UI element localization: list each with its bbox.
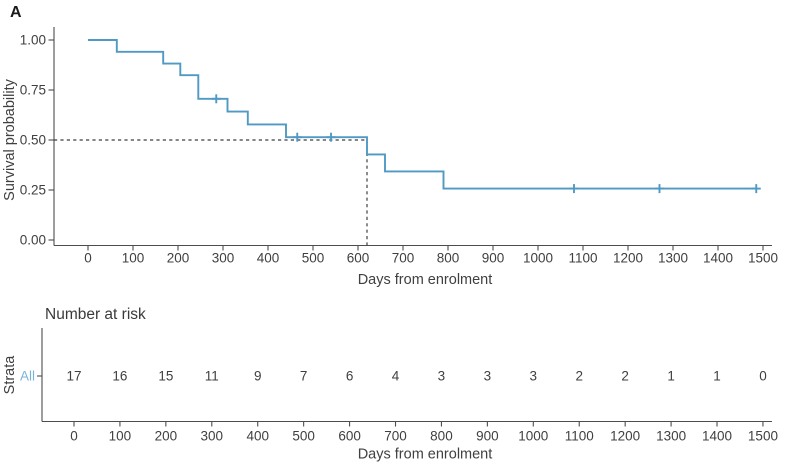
risk-x-tick-label: 1300 (656, 429, 686, 444)
x-tick-label: 100 (122, 251, 145, 266)
risk-x-tick-label: 500 (292, 429, 315, 444)
censor-mark (211, 94, 221, 104)
risk-value: 17 (66, 369, 81, 384)
risk-value: 3 (530, 369, 538, 384)
risk-value: 2 (621, 369, 629, 384)
risk-x-tick-label: 1100 (565, 429, 594, 444)
x-tick-label: 1300 (658, 251, 688, 266)
x-tick-label: 1200 (613, 251, 643, 266)
risk-x-tick-label: 300 (201, 429, 224, 444)
y-tick-label: 0.50 (20, 133, 46, 148)
risk-x-tick-label: 1200 (610, 429, 640, 444)
censor-mark (655, 184, 664, 194)
risk-value: 3 (438, 369, 446, 384)
risk-x-tick-label: 1500 (748, 429, 778, 444)
x-tick-label: 1000 (523, 251, 553, 266)
risk-x-axis-title: Days from enrolment (358, 447, 493, 463)
risk-value: 6 (346, 369, 354, 384)
x-tick-label: 200 (167, 251, 190, 266)
risk-value: 16 (112, 369, 127, 384)
risk-value: 9 (254, 369, 262, 384)
risk-value: 1 (667, 369, 675, 384)
risk-value: 11 (205, 369, 219, 384)
risk-x-tick-label: 400 (246, 429, 269, 444)
x-tick-label: 600 (347, 251, 370, 266)
x-tick-label: 300 (212, 251, 235, 266)
risk-x-tick-label: 600 (338, 429, 361, 444)
x-tick-label: 400 (257, 251, 280, 266)
risk-table-title: Number at risk (45, 306, 146, 323)
x-tick-label: 900 (482, 251, 505, 266)
strata-axis-title: Strata (2, 355, 18, 395)
risk-x-tick-label: 700 (384, 429, 407, 444)
survival-plot: Survival probability Days from enrolment… (2, 27, 778, 288)
risk-table-plot: Number at risk Strata All Days from enro… (2, 306, 778, 463)
risk-x-tick-label: 800 (430, 429, 453, 444)
y-tick-label: 1.00 (20, 33, 46, 48)
strata-row-label: All (20, 369, 35, 384)
censor-mark (569, 184, 579, 194)
risk-value: 2 (575, 369, 583, 384)
y-tick-label: 0.00 (20, 233, 46, 248)
risk-x-tick-label: 100 (109, 429, 132, 444)
y-tick-label: 0.75 (20, 83, 46, 98)
risk-x-tick-label: 0 (70, 429, 78, 444)
panel-a-label: A (10, 4, 22, 21)
risk-value: 3 (484, 369, 492, 384)
x-axis-title: Days from enrolment (358, 272, 493, 288)
risk-value: 1 (713, 369, 721, 384)
censor-mark (751, 184, 761, 194)
censor-mark (326, 132, 336, 142)
survival-curve (88, 39, 757, 190)
y-axis-title: Survival probability (2, 78, 18, 200)
risk-x-tick-label: 200 (155, 429, 178, 444)
risk-value: 15 (158, 369, 173, 384)
risk-x-tick-label: 1000 (518, 429, 548, 444)
y-tick-label: 0.25 (20, 183, 46, 198)
x-tick-label: 1100 (568, 251, 597, 266)
risk-value: 0 (759, 369, 767, 384)
x-tick-label: 500 (302, 251, 325, 266)
x-tick-label: 1500 (748, 251, 778, 266)
risk-x-tick-label: 1400 (702, 429, 732, 444)
x-tick-label: 800 (437, 251, 460, 266)
x-tick-label: 0 (84, 251, 92, 266)
x-tick-label: 1400 (703, 251, 733, 266)
risk-value: 4 (392, 369, 400, 384)
censor-mark (292, 132, 302, 142)
x-tick-label: 700 (392, 251, 415, 266)
risk-value: 7 (300, 369, 308, 384)
risk-x-tick-label: 900 (476, 429, 499, 444)
